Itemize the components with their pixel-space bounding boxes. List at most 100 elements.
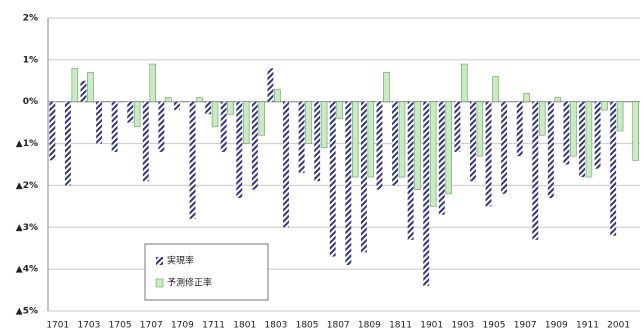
x-tick-label: 1703 xyxy=(77,321,100,331)
bar xyxy=(227,101,234,115)
bar xyxy=(236,101,243,198)
bar xyxy=(454,101,461,152)
bar xyxy=(367,101,375,178)
legend-box xyxy=(144,243,269,301)
bar xyxy=(616,101,624,132)
bar xyxy=(336,101,343,119)
x-tick-label: 1709 xyxy=(171,321,194,331)
bar xyxy=(570,101,577,157)
y-tick-label: 2% xyxy=(23,14,38,24)
bar xyxy=(610,101,617,236)
bar xyxy=(485,101,492,207)
bar xyxy=(360,101,367,253)
bar xyxy=(470,101,476,182)
x-tick-label: 1903 xyxy=(451,321,474,331)
bar xyxy=(554,97,562,103)
x-tick-label: 1705 xyxy=(109,321,132,331)
bar xyxy=(258,101,266,136)
bar xyxy=(196,97,203,103)
bar xyxy=(96,101,103,144)
legend-label: 実現率 xyxy=(167,255,194,267)
bar xyxy=(251,101,258,190)
x-tick-label: 1801 xyxy=(233,321,256,331)
y-tick-label: ▲3% xyxy=(16,223,38,233)
bar xyxy=(383,72,390,103)
bar xyxy=(601,101,608,111)
bar xyxy=(87,72,94,103)
bar xyxy=(64,101,71,186)
bar xyxy=(127,101,134,123)
x-tick-label: 1807 xyxy=(327,321,350,331)
bar xyxy=(242,101,250,144)
bar xyxy=(423,101,430,286)
x-tick-label: 1707 xyxy=(140,321,163,331)
x-tick-label: 2001 xyxy=(607,321,630,331)
bar xyxy=(345,101,352,265)
bar xyxy=(532,101,539,240)
x-tick-label: 1811 xyxy=(389,321,412,331)
legend-label: 予測修正率 xyxy=(167,277,212,289)
x-tick-label: 1901 xyxy=(420,321,443,331)
x-tick-label: 1803 xyxy=(264,321,287,331)
bar xyxy=(165,97,172,103)
bar xyxy=(205,101,212,115)
bar xyxy=(516,101,523,157)
bar xyxy=(49,101,56,161)
bar xyxy=(220,101,227,152)
x-tick-label: 1907 xyxy=(514,321,537,331)
bar xyxy=(538,101,546,136)
bar xyxy=(563,101,570,165)
bar xyxy=(267,68,274,102)
bar xyxy=(438,101,445,215)
bar xyxy=(492,76,499,103)
bar xyxy=(414,101,421,190)
x-tick-label: 1911 xyxy=(576,321,599,331)
bar xyxy=(314,101,321,182)
x-tick-label: 1711 xyxy=(202,321,225,331)
y-tick-label: 1% xyxy=(23,55,38,65)
bar xyxy=(211,101,219,128)
bar xyxy=(547,101,554,198)
bar xyxy=(579,101,585,178)
bar xyxy=(283,101,289,228)
bar xyxy=(351,101,359,178)
y-tick-label: ▲4% xyxy=(16,265,38,275)
x-tick-label: 1809 xyxy=(358,321,381,331)
y-tick-label: ▲5% xyxy=(16,307,38,317)
legend-swatch xyxy=(155,278,164,288)
bar xyxy=(142,101,149,182)
bar xyxy=(585,101,593,178)
bar xyxy=(501,101,508,194)
bar xyxy=(71,67,79,103)
bar xyxy=(149,63,156,103)
bar xyxy=(298,101,305,173)
bar xyxy=(476,101,484,157)
y-tick-label: ▲1% xyxy=(16,139,38,149)
bar xyxy=(329,101,336,257)
bar xyxy=(305,101,312,144)
bar xyxy=(274,88,281,103)
bar xyxy=(133,101,141,128)
bar xyxy=(174,101,180,111)
bar xyxy=(523,93,530,103)
x-tick-label: 1909 xyxy=(545,321,568,331)
bar xyxy=(320,101,328,149)
bar xyxy=(632,101,639,161)
legend-swatch xyxy=(156,257,163,265)
bar xyxy=(594,101,601,169)
bar xyxy=(407,101,414,240)
bar xyxy=(80,80,87,102)
bar xyxy=(189,101,196,219)
x-tick-label: 1905 xyxy=(483,321,506,331)
bar xyxy=(429,101,437,207)
bar xyxy=(158,101,165,152)
bar xyxy=(392,101,399,186)
bar xyxy=(111,101,118,152)
x-tick-label: 1805 xyxy=(296,321,319,331)
bar xyxy=(376,101,383,190)
bar xyxy=(398,101,406,178)
y-tick-label: ▲2% xyxy=(16,181,38,191)
x-tick-label: 1701 xyxy=(46,321,69,331)
